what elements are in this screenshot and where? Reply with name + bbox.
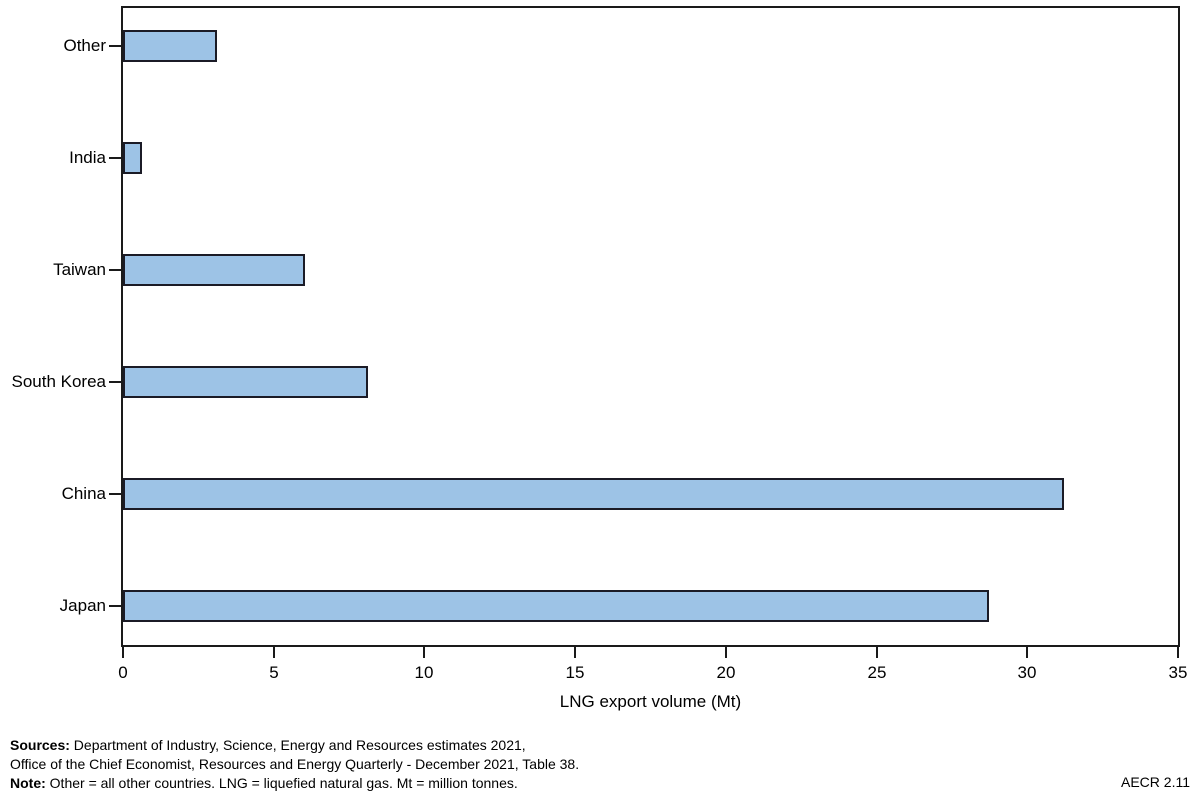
y-tick xyxy=(109,493,123,495)
bar-taiwan xyxy=(123,254,305,286)
sources-label: Sources: xyxy=(10,737,70,753)
x-axis-title: LNG export volume (Mt) xyxy=(559,692,742,711)
y-tick xyxy=(109,157,123,159)
bar-china xyxy=(123,478,1064,510)
category-label: China xyxy=(61,484,106,503)
sources-line-2: Office of the Chief Economist, Resources… xyxy=(10,756,580,772)
x-tick-label: 30 xyxy=(1017,663,1037,682)
x-tick-label: 35 xyxy=(1168,663,1188,682)
y-tick xyxy=(109,605,123,607)
bar-other xyxy=(123,30,217,62)
bar-india xyxy=(123,142,142,174)
category-label: Other xyxy=(63,36,106,55)
x-tick xyxy=(122,645,124,658)
note-label: Note: xyxy=(10,775,46,791)
sources-line-1: Sources: Department of Industry, Science… xyxy=(10,736,1190,755)
plot-area xyxy=(121,6,1180,647)
figure-reference: AECR 2.11 xyxy=(1121,774,1190,790)
note-line: Note: Other = all other countries. LNG =… xyxy=(10,774,1190,793)
chart-footer: Sources: Department of Industry, Science… xyxy=(10,736,1190,793)
x-tick xyxy=(725,645,727,658)
category-label: Japan xyxy=(59,596,106,615)
x-tick xyxy=(273,645,275,658)
y-tick xyxy=(109,381,123,383)
x-tick xyxy=(876,645,878,658)
x-tick xyxy=(1026,645,1028,658)
category-label: Taiwan xyxy=(53,260,106,279)
x-tick-label: 25 xyxy=(867,663,887,682)
y-tick xyxy=(109,269,123,271)
y-tick xyxy=(109,45,123,47)
x-tick-label: 15 xyxy=(565,663,585,682)
x-tick-label: 20 xyxy=(716,663,736,682)
bar-japan xyxy=(123,590,989,622)
sources-text: Department of Industry, Science, Energy … xyxy=(69,737,526,753)
x-tick xyxy=(574,645,576,658)
note-text: Other = all other countries. LNG = lique… xyxy=(45,775,518,791)
x-tick xyxy=(423,645,425,658)
x-tick-label: 5 xyxy=(269,663,279,682)
category-label: India xyxy=(69,148,106,167)
x-tick-label: 0 xyxy=(118,663,128,682)
category-label: South Korea xyxy=(11,372,106,391)
bar-south-korea xyxy=(123,366,368,398)
x-tick xyxy=(1177,645,1179,658)
x-tick-label: 10 xyxy=(414,663,434,682)
